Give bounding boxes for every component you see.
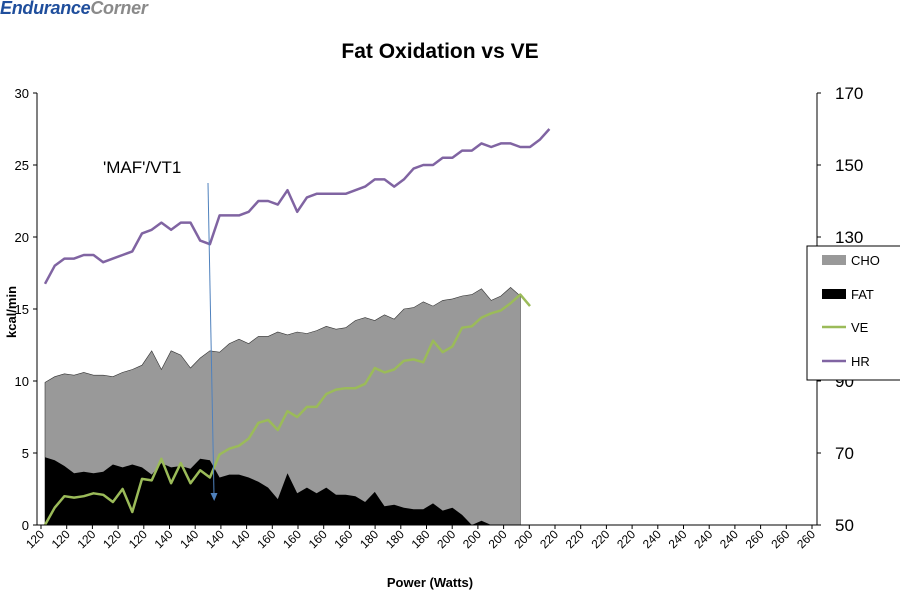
x-tick-label: 240 xyxy=(691,527,715,551)
vt1-arrow xyxy=(207,182,218,501)
plot-area xyxy=(43,128,551,526)
brand-logo: EnduranceCorner xyxy=(0,0,148,19)
y2-tick-label: 50 xyxy=(835,516,854,535)
legend-swatch-fat xyxy=(822,289,846,299)
x-tick-label: 220 xyxy=(563,527,587,551)
x-tick-label: 200 xyxy=(486,527,510,551)
x-tick-label: 120 xyxy=(49,527,73,551)
x-tick-label: 140 xyxy=(177,527,201,551)
x-tick-label: 200 xyxy=(511,527,535,551)
y2-tick-label: 130 xyxy=(835,228,863,247)
x-tick-label: 200 xyxy=(460,527,484,551)
legend-item-hr: HR xyxy=(822,354,870,369)
y-tick-label: 0 xyxy=(22,518,29,533)
x-tick-label: 220 xyxy=(537,527,561,551)
legend-swatch-cho xyxy=(822,255,846,265)
x-tick-label: 240 xyxy=(717,527,741,551)
y-tick-label: 5 xyxy=(22,446,29,461)
x-tick-label: 160 xyxy=(331,527,355,551)
x-tick-label: 120 xyxy=(126,527,150,551)
legend-label-fat: FAT xyxy=(851,287,874,302)
x-tick-label: 260 xyxy=(794,527,818,551)
x-tick-label: 240 xyxy=(640,527,664,551)
x-tick-label: 180 xyxy=(357,527,381,551)
x-tick-label: 180 xyxy=(409,527,433,551)
x-tick-label: 160 xyxy=(280,527,304,551)
x-tick-label: 180 xyxy=(383,527,407,551)
brand-logo-part2: Corner xyxy=(90,0,148,18)
y2-tick-label: 150 xyxy=(835,156,863,175)
y-axis-label: kcal/min xyxy=(4,286,19,338)
x-axis-label: Power (Watts) xyxy=(387,575,473,590)
legend: CHO FAT VE HR xyxy=(806,245,900,381)
chart-title: Fat Oxidation vs VE xyxy=(341,40,538,63)
line-hr xyxy=(43,128,551,285)
x-tick-label: 200 xyxy=(434,527,458,551)
x-tick-label: 120 xyxy=(100,527,124,551)
legend-item-cho: CHO xyxy=(822,253,880,268)
x-tick-label: 160 xyxy=(306,527,330,551)
vt1-annotation: 'MAF'/VT1 xyxy=(103,158,181,177)
legend-item-ve: VE xyxy=(822,320,869,335)
y-tick-label: 25 xyxy=(15,158,29,173)
brand-logo-part1: Endurance xyxy=(0,0,91,18)
x-tick-label: 240 xyxy=(666,527,690,551)
line-ve xyxy=(43,293,531,526)
x-tick-label: 120 xyxy=(74,527,98,551)
x-tick-label: 220 xyxy=(614,527,638,551)
y2-tick-label: 170 xyxy=(835,84,863,103)
x-tick-label: 140 xyxy=(152,527,176,551)
y-tick-label: 30 xyxy=(15,86,29,101)
x-tick-label: 260 xyxy=(743,527,767,551)
x-tick-label: 140 xyxy=(229,527,253,551)
legend-item-fat: FAT xyxy=(822,287,874,302)
y-tick-label: 20 xyxy=(15,230,29,245)
x-tick-label: 160 xyxy=(254,527,278,551)
x-tick-label: 260 xyxy=(768,527,792,551)
legend-label-hr: HR xyxy=(851,354,870,369)
legend-label-ve: VE xyxy=(851,320,869,335)
legend-label-cho: CHO xyxy=(851,253,880,268)
y-tick-label: 10 xyxy=(15,374,29,389)
x-tick-label: 140 xyxy=(203,527,227,551)
y-tick-label: 15 xyxy=(15,302,29,317)
x-tick-label: 220 xyxy=(588,527,612,551)
y2-tick-label: 70 xyxy=(835,444,854,463)
area-fat xyxy=(45,457,521,525)
